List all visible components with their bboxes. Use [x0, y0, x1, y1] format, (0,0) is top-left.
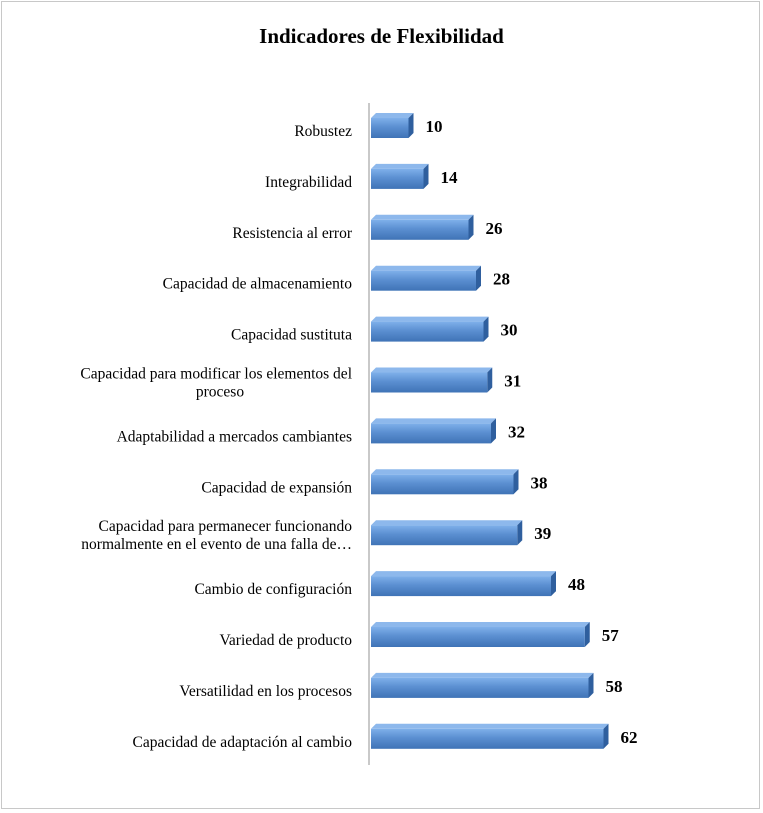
- bar-front-face: [371, 372, 488, 393]
- category-label: Variedad de producto: [219, 632, 352, 649]
- bar: [371, 622, 590, 647]
- bar-top-face: [371, 672, 594, 678]
- bar: [371, 672, 594, 698]
- category-label-line: Capacidad para permanecer funcionando: [99, 518, 353, 535]
- data-label: 14: [441, 168, 459, 187]
- bar-top-face: [371, 418, 496, 424]
- bar-front-face: [371, 728, 604, 749]
- category-label: Adaptabilidad a mercados cambiantes: [117, 428, 352, 445]
- bar: [371, 113, 414, 138]
- bar-side-face: [491, 418, 496, 444]
- bar-side-face: [408, 113, 414, 138]
- bar-front-face: [371, 627, 585, 647]
- data-label: 58: [606, 677, 623, 696]
- bar-top-face: [371, 265, 481, 271]
- bar: [371, 316, 489, 342]
- bar-side-face: [423, 163, 429, 189]
- category-label-line: Capacidad para modificar los elementos d…: [80, 366, 352, 383]
- bar-side-face: [588, 672, 594, 698]
- data-label: 57: [602, 626, 620, 645]
- category-label: Capacidad sustituta: [231, 327, 352, 344]
- data-label: 28: [493, 270, 510, 289]
- bar-side-face: [551, 571, 556, 597]
- bar-top-face: [371, 316, 489, 322]
- bar: [371, 265, 481, 291]
- bar-top-face: [371, 113, 414, 118]
- category-label: Versatilidad en los procesos: [179, 683, 352, 700]
- bar-front-face: [371, 270, 476, 291]
- data-label: 32: [508, 422, 525, 441]
- bar-front-face: [371, 118, 409, 138]
- category-label: Cambio de configuración: [194, 581, 352, 598]
- bar-side-face: [487, 367, 493, 393]
- bar-top-face: [371, 520, 523, 526]
- bar: [371, 723, 609, 749]
- bar-top-face: [371, 469, 519, 475]
- category-label: Capacidad de expansión: [201, 479, 352, 496]
- bar: [371, 163, 429, 189]
- bar-side-face: [603, 723, 609, 749]
- bar-front-face: [371, 525, 518, 546]
- bar-side-face: [584, 622, 590, 647]
- data-label: 38: [531, 473, 548, 492]
- category-label: Capacidad de adaptación al cambio: [133, 734, 353, 751]
- bar-front-face: [371, 321, 484, 342]
- bar-front-face: [371, 168, 424, 189]
- data-label: 30: [501, 321, 518, 340]
- bar-front-face: [371, 576, 551, 597]
- bar: [371, 571, 556, 597]
- category-label-line: proceso: [196, 384, 244, 401]
- category-label: Integrabilidad: [265, 174, 352, 191]
- bar-top-face: [371, 622, 590, 627]
- bar-side-face: [468, 214, 474, 240]
- bar: [371, 418, 496, 444]
- bar-side-face: [483, 316, 489, 342]
- category-label: Resistencia al error: [232, 225, 352, 242]
- bar-top-face: [371, 571, 556, 577]
- bar: [371, 520, 523, 546]
- data-label: 26: [486, 219, 503, 238]
- category-label: Capacidad de almacenamiento: [163, 276, 353, 293]
- chart-title: Indicadores de Flexibilidad: [259, 24, 504, 48]
- data-label: 48: [568, 575, 585, 594]
- bar-front-face: [371, 677, 589, 698]
- bar-side-face: [476, 265, 481, 291]
- category-label: Capacidad para modificar los elementos d…: [80, 366, 352, 401]
- bar-top-face: [371, 214, 474, 220]
- bar: [371, 214, 474, 240]
- bar: [371, 367, 493, 393]
- data-label: 39: [534, 524, 551, 543]
- bar-top-face: [371, 163, 429, 169]
- bar: [371, 469, 519, 495]
- data-label: 31: [504, 372, 521, 391]
- bar-front-face: [371, 423, 491, 444]
- category-label-line: normalmente en el evento de una falla de…: [81, 536, 352, 553]
- bar-front-face: [371, 219, 469, 240]
- bar-front-face: [371, 474, 514, 495]
- category-label: Robustez: [294, 123, 352, 140]
- category-label: Capacidad para permanecer funcionando nor…: [81, 518, 352, 553]
- bar-side-face: [517, 520, 523, 546]
- bar-top-face: [371, 723, 609, 729]
- data-label: 10: [426, 117, 443, 136]
- bar-top-face: [371, 367, 493, 373]
- data-label: 62: [621, 728, 638, 747]
- bar-side-face: [513, 469, 519, 495]
